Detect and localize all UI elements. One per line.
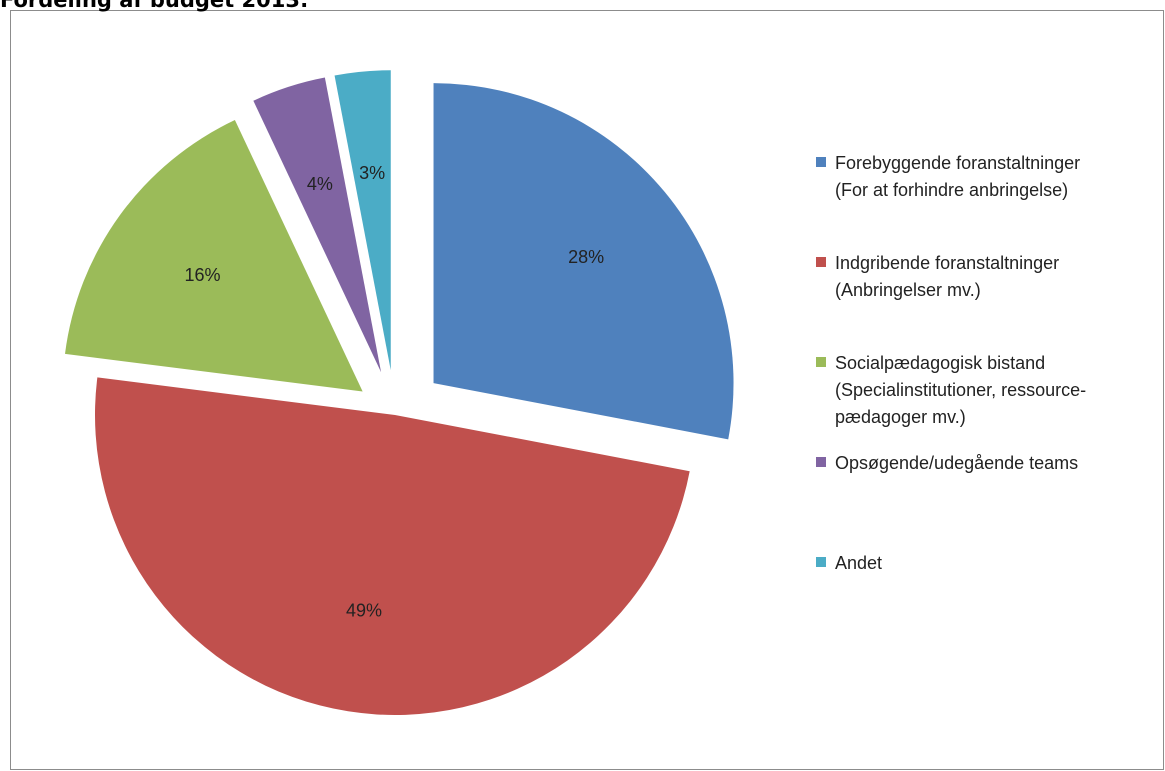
legend-label: Opsøgende/udegående teams xyxy=(835,450,1161,477)
legend-swatch xyxy=(816,557,826,567)
legend-label-line: pædagoger mv.) xyxy=(835,407,966,427)
pie-slice-1 xyxy=(433,83,734,440)
pie-slice-4 xyxy=(253,77,382,373)
legend-label-line: Forebyggende foranstaltninger xyxy=(835,153,1081,173)
legend-label: Socialpædagogisk bistand (Specialinstitut… xyxy=(835,350,1161,431)
legend-swatch xyxy=(816,157,826,167)
legend-label-line: Indgribende foranstaltninger xyxy=(835,253,1060,273)
legend-swatch xyxy=(816,257,826,267)
page-title: Fordeling af budget 2013: xyxy=(0,0,309,12)
legend-swatch xyxy=(816,457,826,467)
legend-label-line: (For at forhindre anbringelse) xyxy=(835,180,1069,200)
legend-label-line: (Anbringelser mv.) xyxy=(835,280,981,300)
pie-slice-3 xyxy=(65,120,363,392)
legend-label-line: Andet xyxy=(835,553,883,573)
slice-label-1: 28% xyxy=(568,247,604,267)
slice-label-5: 3% xyxy=(359,163,385,183)
legend-swatch xyxy=(816,357,826,367)
legend-label: Forebyggende foranstaltninger (For at for… xyxy=(835,150,1161,204)
legend-label-line: Socialpædagogisk bistand xyxy=(835,353,1046,373)
legend-label-line: (Specialinstitutioner, ressource- xyxy=(835,380,1087,400)
pie-slice-5 xyxy=(334,70,391,371)
legend-label: Indgribende foranstaltninger (Anbringelse… xyxy=(835,250,1161,304)
pie-slice-2 xyxy=(95,377,690,716)
slice-label-2: 49% xyxy=(346,601,382,621)
slice-label-3: 16% xyxy=(184,265,220,285)
slice-label-4: 4% xyxy=(307,174,333,194)
legend-label-line: Opsøgende/udegående teams xyxy=(835,453,1079,473)
legend-label: Andet xyxy=(835,550,1161,577)
